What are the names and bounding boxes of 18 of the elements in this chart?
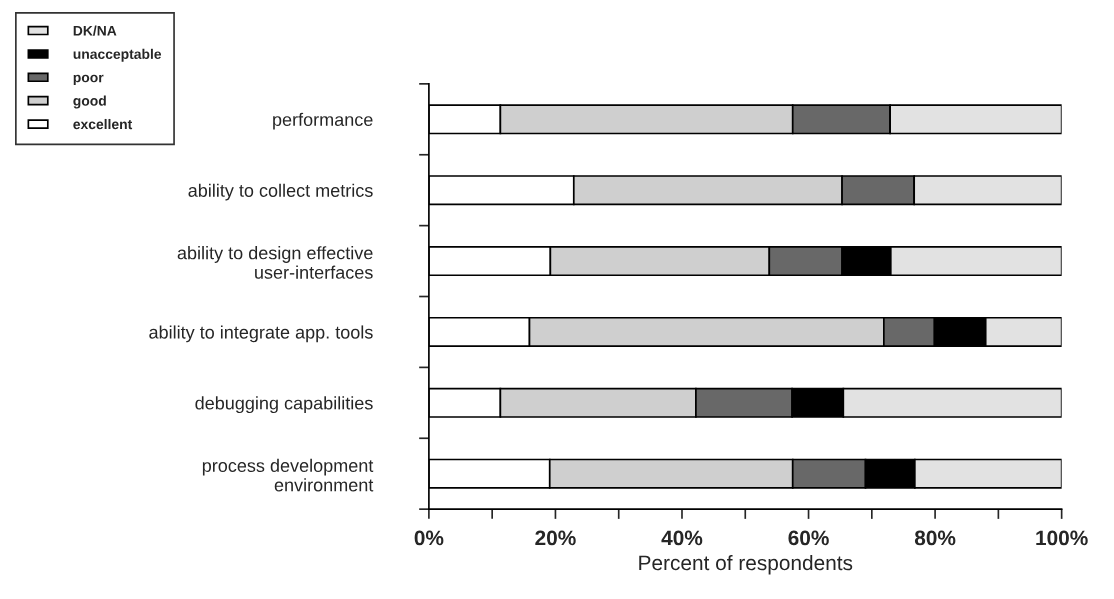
y-tick-label: performance: [273, 112, 373, 130]
x-tick-label: 40%: [661, 530, 703, 546]
x-tick-label: 100%: [1036, 530, 1088, 546]
x-tick-label: 60%: [788, 530, 829, 546]
x-tick-label: 0%: [414, 530, 444, 546]
y-tick-label: ability to integrate app. tools: [149, 325, 373, 343]
legend-label: DK/NA: [73, 25, 117, 36]
y-tick-label: ability to collect metrics: [188, 183, 373, 201]
legend-label: unacceptable: [73, 48, 162, 62]
x-tick-label: 80%: [914, 530, 956, 546]
x-axis-title: Percent of respondents: [639, 554, 853, 575]
y-tick-label: process development environment: [202, 458, 374, 492]
y-tick-label: debugging capabilities: [195, 396, 373, 414]
legend-label: poor: [73, 74, 104, 86]
legend-label: excellent: [73, 118, 133, 130]
x-tick-label: 20%: [535, 530, 576, 546]
y-tick-label: ability to design effective user-interfaces: [177, 246, 373, 279]
legend-label: good: [73, 95, 106, 109]
